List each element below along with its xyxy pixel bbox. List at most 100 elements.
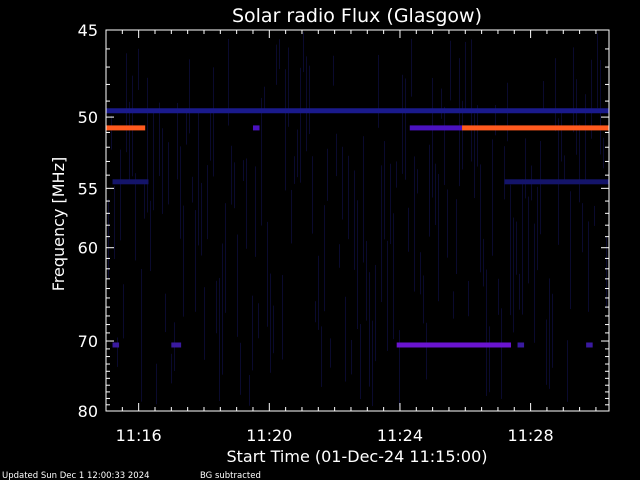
noise-streak <box>231 145 232 205</box>
noise-streak <box>453 291 454 319</box>
noise-streak <box>312 156 313 234</box>
noise-streak <box>198 110 199 246</box>
noise-streak <box>573 47 574 133</box>
noise-streak <box>525 138 526 199</box>
noise-streak <box>405 78 406 180</box>
noise-streak <box>237 234 238 337</box>
noise-streak <box>408 207 409 252</box>
noise-streak <box>135 173 136 261</box>
noise-streak <box>477 105 478 167</box>
noise-streak <box>267 221 268 327</box>
x-axis-label: Start Time (01-Dec-24 11:15:00) <box>226 447 487 466</box>
emission-band-segment <box>112 179 149 185</box>
y-tick-label: 55 <box>78 179 98 198</box>
y-tick-label: 50 <box>78 108 98 127</box>
noise-streak <box>129 101 130 182</box>
noise-streak <box>549 278 550 389</box>
noise-streak <box>339 244 340 268</box>
noise-streak <box>144 184 145 219</box>
noise-streak <box>576 79 577 155</box>
noise-streak <box>270 273 271 373</box>
emission-band-segment <box>112 342 120 348</box>
noise-streak <box>528 196 529 284</box>
noise-streak <box>243 160 244 181</box>
noise-streak <box>216 280 217 334</box>
noise-streak <box>588 221 589 312</box>
noise-streak <box>579 124 580 203</box>
noise-streak <box>309 65 310 135</box>
noise-streak <box>150 200 151 272</box>
noise-streak <box>336 133 337 177</box>
emission-band-segment <box>171 342 182 348</box>
noise-streak <box>141 268 142 402</box>
noise-streak <box>600 60 601 155</box>
noise-streak <box>207 165 208 240</box>
noise-streak <box>261 97 262 226</box>
noise-streak <box>138 48 139 90</box>
noise-streak <box>168 142 169 205</box>
noise-streak <box>387 240 388 351</box>
noise-streak <box>432 77 433 198</box>
noise-streak <box>183 205 184 317</box>
noise-streak <box>561 111 562 162</box>
noise-streak <box>201 182 202 256</box>
noise-streak <box>264 86 265 110</box>
noise-streak <box>282 275 283 360</box>
noise-streak <box>285 69 286 191</box>
noise-streak <box>258 303 259 339</box>
noise-streak <box>381 165 382 303</box>
noise-streak <box>489 326 490 393</box>
noise-streak <box>384 141 385 240</box>
noise-streak <box>504 146 505 200</box>
y-axis-label: Frequency [MHz] <box>49 157 68 291</box>
noise-streak <box>465 41 466 109</box>
noise-streak <box>192 176 193 203</box>
noise-streak <box>501 308 502 399</box>
noise-streak <box>123 284 124 339</box>
noise-streak <box>279 39 280 70</box>
noise-streak <box>327 148 328 201</box>
noise-streak <box>582 203 583 253</box>
noise-streak <box>447 189 448 258</box>
noise-streak <box>369 272 370 387</box>
updated-timestamp: Updated Sun Dec 1 12:00:33 2024 <box>2 471 150 480</box>
noise-streak <box>429 144 430 237</box>
y-tick-label: 45 <box>78 21 98 40</box>
noise-streak <box>498 278 499 315</box>
noise-streak <box>513 217 514 333</box>
emission-bands <box>106 108 609 348</box>
noise-streak <box>459 58 460 187</box>
x-tick-label: 11:20 <box>246 426 292 445</box>
noise-streak <box>351 339 352 375</box>
noise-streak <box>306 56 307 152</box>
noise-streak <box>366 240 367 321</box>
noise-streak <box>348 155 349 240</box>
emission-band-segment <box>586 342 593 348</box>
emission-band-segment <box>106 108 609 114</box>
noise-streak <box>363 136 364 263</box>
noise-streak <box>354 170 355 270</box>
noise-streak <box>420 252 421 295</box>
x-tick-label: 11:28 <box>508 426 554 445</box>
noise-streak <box>594 205 595 226</box>
noise-streak <box>222 243 223 375</box>
noise-streak <box>441 88 442 119</box>
noise-streak <box>537 186 538 271</box>
noise-streak <box>159 102 160 177</box>
noise-streak <box>591 59 592 139</box>
noise-streak <box>438 173 439 302</box>
noise-streak <box>540 141 541 235</box>
background-noise <box>108 32 607 407</box>
noise-streak <box>462 100 463 170</box>
y-axis-ticks: 45 50 55 60 70 80 <box>78 21 609 421</box>
noise-streak <box>162 128 163 214</box>
x-tick-label: 11:24 <box>377 426 423 445</box>
noise-streak <box>330 338 331 368</box>
noise-streak <box>483 238 484 287</box>
noise-streak <box>546 319 547 385</box>
y-tick-label: 70 <box>78 332 98 351</box>
noise-streak <box>360 324 361 400</box>
emission-band-segment <box>396 342 512 348</box>
noise-streak <box>393 213 394 340</box>
